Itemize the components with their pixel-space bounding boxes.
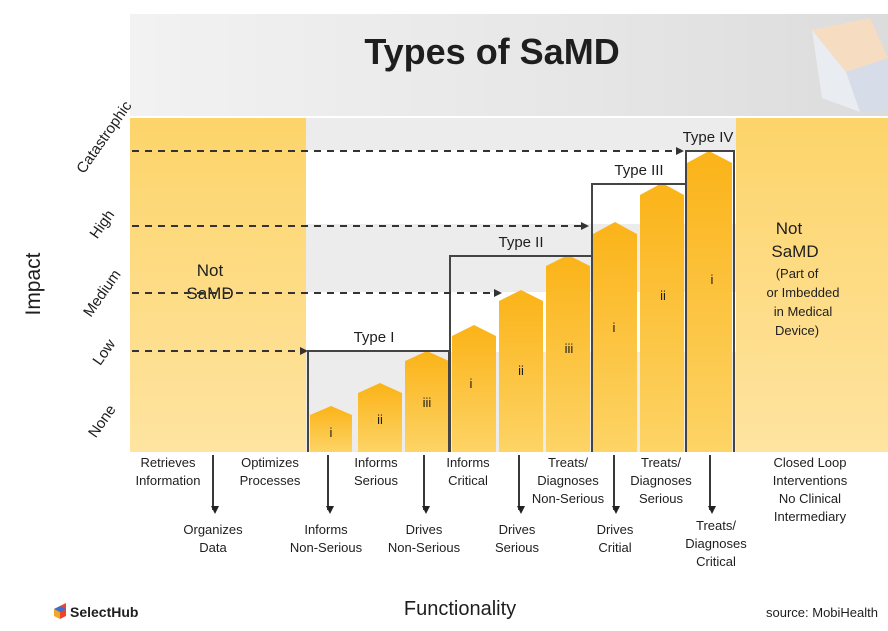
func-label-line: Serious xyxy=(639,491,684,506)
selecthub-logo: SelectHub xyxy=(54,603,138,620)
func-label-line: Treats/ xyxy=(641,455,681,470)
bar-numeral: ii xyxy=(660,288,666,303)
bar-iii-type-1: iii xyxy=(405,351,449,452)
type-brackets xyxy=(307,150,735,452)
not-samd-right-line: Not xyxy=(776,219,803,238)
not-samd-left-line: Not xyxy=(197,261,224,280)
func-label-line: Organizes xyxy=(183,522,243,537)
y-axis-title: Impact xyxy=(22,252,45,315)
bar-numeral: i xyxy=(330,425,333,440)
bar xyxy=(687,151,732,452)
functionality-lower-row: Organizes Data Informs Non-Serious Drive… xyxy=(183,518,747,569)
bar-numeral: i xyxy=(613,320,616,335)
func-label-line: Informs xyxy=(354,455,398,470)
func-label-line: Processes xyxy=(240,473,301,488)
bar xyxy=(405,351,449,452)
bar-iii-type-2: iii xyxy=(546,255,590,452)
func-label-line: Drives xyxy=(406,522,443,537)
impact-level-low: Low xyxy=(89,336,119,368)
func-label-line: Drives xyxy=(499,522,536,537)
type-1-label: Type I xyxy=(354,329,395,346)
func-label-line: Diagnoses xyxy=(537,473,599,488)
impact-level-medium: Medium xyxy=(80,267,125,320)
bar-i-type-3: i xyxy=(593,222,637,452)
type-4-label: Type IV xyxy=(683,129,734,146)
bar xyxy=(499,290,543,452)
brand-name: SelectHub xyxy=(70,604,138,620)
func-label-line: Data xyxy=(199,540,227,555)
bar-ii-type-3: ii xyxy=(640,183,684,452)
decorative-cube xyxy=(812,18,888,112)
not-samd-right-line: in Medical xyxy=(774,304,833,319)
impact-level-catastrophic: Catastrophic xyxy=(73,98,136,177)
not-samd-right-line: (Part of xyxy=(776,266,819,281)
bar-i-type-1: i xyxy=(310,406,352,452)
bar xyxy=(452,325,496,452)
bar-numeral: i xyxy=(711,272,714,287)
func-label-line: Informs xyxy=(304,522,348,537)
func-label-line: Non-Serious xyxy=(532,491,605,506)
type-4-bracket xyxy=(685,150,735,452)
func-label-line: Critical xyxy=(448,473,488,488)
func-label-line: Interventions xyxy=(773,473,848,488)
bar-numeral: ii xyxy=(377,412,383,427)
functionality-upper-row: Retrieves Information Optimizes Processe… xyxy=(135,455,847,524)
func-label-line: Drives xyxy=(597,522,634,537)
func-label-line: Retrieves xyxy=(141,455,196,470)
page-title: Types of SaMD xyxy=(364,31,619,72)
func-label-line: Diagnoses xyxy=(685,536,747,551)
func-label-line: Critial xyxy=(598,540,631,555)
bar-numeral: iii xyxy=(423,395,432,410)
func-label-line: Optimizes xyxy=(241,455,299,470)
func-label-line: Non-Serious xyxy=(388,540,461,555)
bar-numeral: i xyxy=(470,376,473,391)
not-samd-right-line: SaMD xyxy=(771,242,818,261)
type-3-label: Type III xyxy=(614,162,663,179)
impact-level-high: High xyxy=(87,207,119,242)
func-label-line: Diagnoses xyxy=(630,473,692,488)
bar xyxy=(593,222,637,452)
func-label-line: Critical xyxy=(696,554,736,569)
not-samd-right-line: Device) xyxy=(775,323,819,338)
functionality-arrows xyxy=(211,455,716,514)
bar-ii-type-2: ii xyxy=(499,290,543,452)
not-samd-right-line: or Imbedded xyxy=(767,285,840,300)
not-samd-right-label: Not SaMD (Part of or Imbedded in Medical… xyxy=(767,219,840,338)
header-band xyxy=(130,14,888,116)
func-label-line: Non-Serious xyxy=(290,540,363,555)
bar xyxy=(640,183,684,452)
bar xyxy=(358,383,402,452)
bar-numeral: iii xyxy=(565,341,574,356)
func-label-line: Serious xyxy=(495,540,540,555)
bar-ii-type-1: ii xyxy=(358,383,402,452)
source-credit: source: MobiHealth xyxy=(766,605,878,620)
func-label-line: Intermediary xyxy=(774,509,847,524)
func-label-line: Information xyxy=(135,473,200,488)
bar-numeral: ii xyxy=(518,363,524,378)
bar xyxy=(310,406,352,452)
impact-level-none: None xyxy=(85,402,119,441)
logo-mark-blue xyxy=(54,606,66,612)
not-samd-right-panel xyxy=(736,118,888,452)
func-label-line: Serious xyxy=(354,473,399,488)
x-axis-title: Functionality xyxy=(404,598,516,620)
func-label-line: Closed Loop xyxy=(774,455,847,470)
bar-i-type-2: i xyxy=(452,325,496,452)
func-label-line: Treats/ xyxy=(696,518,736,533)
func-label-line: No Clinical xyxy=(779,491,841,506)
impact-guides xyxy=(132,147,684,355)
not-samd-left-panel xyxy=(130,118,306,452)
bar xyxy=(546,255,590,452)
bar-i-type-4: i xyxy=(687,151,732,452)
func-label-line: Informs xyxy=(446,455,490,470)
func-label-line: Treats/ xyxy=(548,455,588,470)
type-2-label: Type II xyxy=(498,234,543,251)
